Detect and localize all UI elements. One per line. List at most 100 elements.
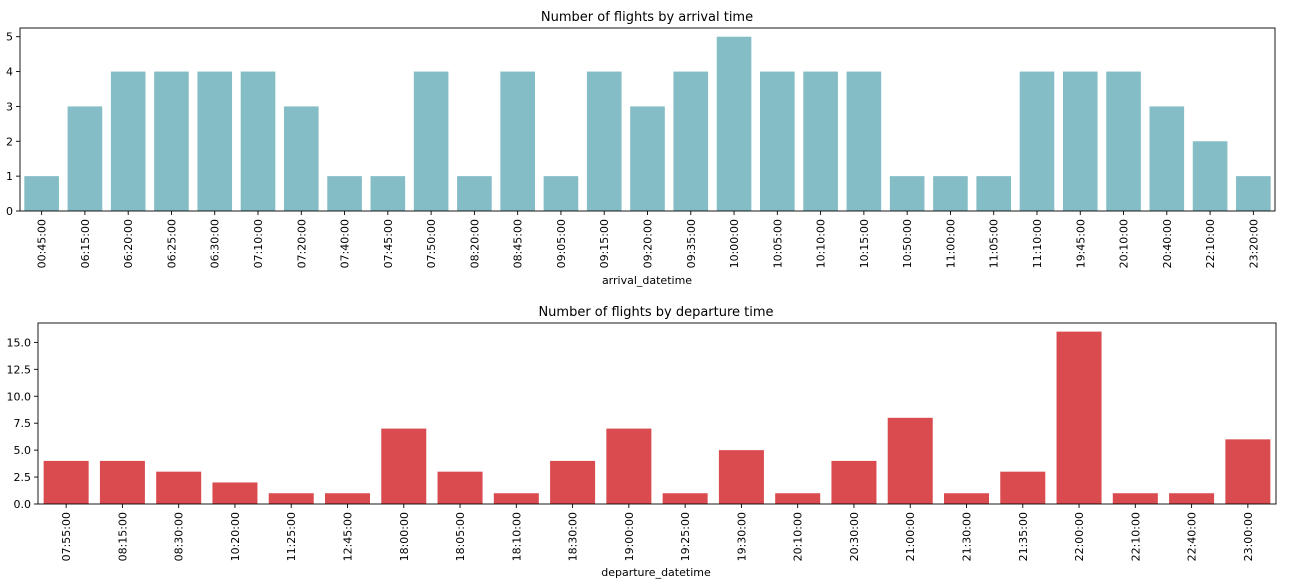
arrival-bar bbox=[154, 71, 189, 211]
arrival-x-tick-label: 08:45:00 bbox=[512, 219, 525, 268]
departure-x-tick-label: 11:25:00 bbox=[285, 512, 298, 561]
arrival-bar bbox=[457, 176, 492, 211]
arrival-x-tick-label: 09:05:00 bbox=[555, 219, 568, 268]
departure-x-tick-label: 22:10:00 bbox=[1129, 512, 1142, 561]
departure-bar bbox=[493, 493, 539, 504]
departure-bar bbox=[606, 428, 652, 504]
arrival-x-tick-label: 11:05:00 bbox=[988, 219, 1001, 268]
arrival-bar bbox=[889, 176, 925, 211]
departure-x-axis-label: departure_datetime bbox=[601, 566, 711, 579]
departure-bar bbox=[718, 450, 764, 504]
arrival-x-tick-label: 07:20:00 bbox=[295, 219, 308, 268]
arrival-bar bbox=[413, 71, 449, 211]
arrival-bars bbox=[24, 36, 1271, 211]
arrival-x-tick-label: 09:35:00 bbox=[685, 219, 698, 268]
departure-bars bbox=[43, 331, 1271, 504]
arrival-x-tick-label: 06:30:00 bbox=[209, 219, 222, 268]
departure-y-tick-label: 7.5 bbox=[14, 417, 32, 430]
arrival-x-tick-label: 06:25:00 bbox=[165, 219, 178, 268]
arrival-y-tick-label: 2 bbox=[6, 135, 13, 148]
arrival-y-tick-label: 4 bbox=[6, 66, 13, 79]
arrival-y-axis: 0 1 2 3 4 5 bbox=[6, 31, 20, 218]
arrival-x-tick-label: 10:50:00 bbox=[901, 219, 914, 268]
departure-x-tick-label: 19:00:00 bbox=[623, 512, 636, 561]
arrival-y-tick-label: 3 bbox=[6, 100, 13, 113]
departure-x-tick-label: 18:30:00 bbox=[567, 512, 580, 561]
departure-bar bbox=[943, 493, 990, 504]
arrival-bar bbox=[1236, 176, 1271, 211]
arrival-y-tick-label: 1 bbox=[6, 170, 13, 183]
departure-bar bbox=[99, 460, 145, 504]
departure-y-tick-label: 10.0 bbox=[7, 390, 32, 403]
departure-x-tick-label: 22:40:00 bbox=[1186, 512, 1199, 561]
departure-x-tick-label: 19:25:00 bbox=[679, 512, 692, 561]
arrival-bar bbox=[933, 176, 968, 211]
arrival-x-tick-label: 07:10:00 bbox=[252, 219, 265, 268]
departure-y-tick-label: 5.0 bbox=[14, 444, 32, 457]
arrival-x-tick-label: 11:00:00 bbox=[944, 219, 957, 268]
departure-x-tick-label: 21:35:00 bbox=[1017, 512, 1030, 561]
arrival-x-tick-label: 19:45:00 bbox=[1074, 219, 1087, 268]
departure-bar bbox=[887, 417, 933, 504]
arrival-x-tick-label: 10:00:00 bbox=[728, 219, 741, 268]
arrival-x-tick-label: 09:15:00 bbox=[598, 219, 611, 268]
departure-x-tick-label: 12:45:00 bbox=[342, 512, 355, 561]
arrival-bar bbox=[1106, 71, 1141, 211]
departure-x-axis: 07:55:00 08:15:00 08:30:00 10:20:00 11:25:00… bbox=[60, 504, 1255, 561]
departure-bar bbox=[831, 460, 877, 504]
arrival-bar bbox=[370, 176, 406, 211]
arrival-y-tick-label: 5 bbox=[6, 31, 13, 44]
arrival-bar bbox=[500, 71, 535, 211]
arrival-x-tick-label: 20:10:00 bbox=[1118, 219, 1131, 268]
arrival-x-tick-label: 08:20:00 bbox=[468, 219, 481, 268]
departure-y-tick-label: 2.5 bbox=[14, 471, 32, 484]
departure-x-tick-label: 20:10:00 bbox=[792, 512, 805, 561]
departure-bar bbox=[1169, 493, 1215, 504]
departure-bar bbox=[1225, 439, 1271, 504]
arrival-x-tick-label: 22:10:00 bbox=[1204, 219, 1217, 268]
arrival-bar bbox=[1062, 71, 1098, 211]
departure-x-tick-label: 18:10:00 bbox=[510, 512, 523, 561]
departure-x-tick-label: 10:20:00 bbox=[229, 512, 242, 561]
departure-x-tick-label: 18:05:00 bbox=[454, 512, 467, 561]
arrival-x-axis: 00:45:00 06:15:00 06:20:00 06:25:00 06:30:00… bbox=[36, 211, 1260, 268]
arrival-bar bbox=[1149, 106, 1185, 211]
departure-x-tick-label: 18:00:00 bbox=[398, 512, 411, 561]
departure-bar bbox=[212, 482, 258, 504]
arrival-x-tick-label: 10:05:00 bbox=[771, 219, 784, 268]
departure-bar bbox=[381, 428, 427, 504]
arrival-chart-title: Number of flights by arrival time bbox=[541, 10, 753, 25]
arrival-x-tick-label: 11:10:00 bbox=[1031, 219, 1044, 268]
departure-bar bbox=[156, 471, 202, 504]
arrival-bar bbox=[586, 71, 622, 211]
departure-bar bbox=[1112, 493, 1158, 504]
arrival-bar bbox=[716, 36, 752, 211]
arrival-bar bbox=[630, 106, 665, 211]
arrival-bar bbox=[240, 71, 276, 211]
arrival-bar bbox=[543, 176, 579, 211]
departure-x-tick-label: 21:00:00 bbox=[904, 512, 917, 561]
arrival-chart: Number of flights by arrival time 0 1 2 3 4 5… bbox=[6, 10, 1276, 287]
arrival-bar bbox=[283, 106, 319, 211]
departure-bar bbox=[550, 460, 596, 504]
departure-bar bbox=[437, 471, 483, 504]
departure-y-tick-label: 0.0 bbox=[14, 498, 32, 511]
arrival-x-tick-label: 07:45:00 bbox=[382, 219, 395, 268]
departure-x-tick-label: 23:00:00 bbox=[1242, 512, 1255, 561]
arrival-bar bbox=[24, 176, 59, 211]
departure-y-tick-label: 15.0 bbox=[7, 336, 32, 349]
arrival-x-axis-label: arrival_datetime bbox=[602, 274, 692, 287]
departure-x-tick-label: 07:55:00 bbox=[60, 512, 73, 561]
arrival-x-tick-label: 06:15:00 bbox=[79, 219, 92, 268]
arrival-x-tick-label: 06:20:00 bbox=[122, 219, 135, 268]
arrival-bar bbox=[327, 176, 362, 211]
departure-x-tick-label: 08:30:00 bbox=[173, 512, 186, 561]
departure-y-tick-label: 12.5 bbox=[7, 363, 32, 376]
departure-bar bbox=[662, 493, 708, 504]
departure-x-tick-label: 21:30:00 bbox=[961, 512, 974, 561]
departure-x-tick-label: 19:30:00 bbox=[735, 512, 748, 561]
arrival-x-tick-label: 07:40:00 bbox=[339, 219, 352, 268]
arrival-bar bbox=[1019, 71, 1055, 211]
departure-x-tick-label: 22:00:00 bbox=[1073, 512, 1086, 561]
